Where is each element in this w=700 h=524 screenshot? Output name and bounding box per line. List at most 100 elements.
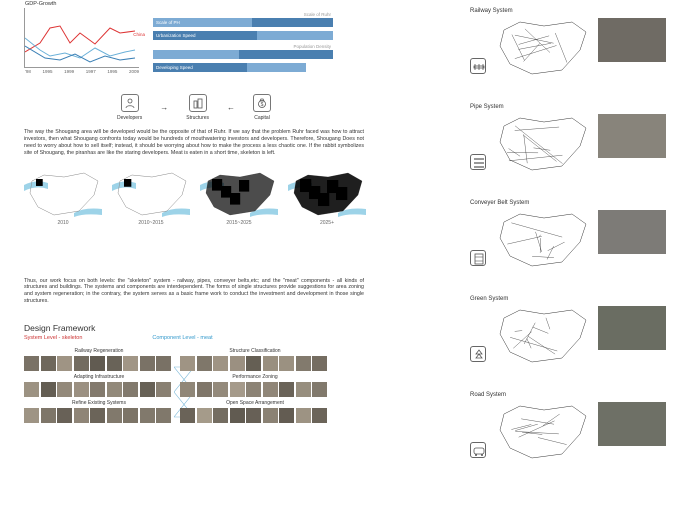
framework-right-col: Structure Classification Performance Zoni… xyxy=(180,345,330,425)
thumbnail xyxy=(41,356,56,371)
thumbnail xyxy=(213,382,228,397)
thumbnail xyxy=(90,356,105,371)
thumbnail xyxy=(57,382,72,397)
bar-row: Population DensityPopulation Density in … xyxy=(153,44,333,59)
bar-row: Scale of RuhrScale of PH xyxy=(153,12,333,27)
fw-group-label: Performance Zoning xyxy=(180,374,330,380)
thumbnail xyxy=(246,382,261,397)
framework-left-caption: System Level - skeleton xyxy=(24,335,82,341)
thumbnail xyxy=(57,356,72,371)
bar-row: Developing Speed of SGDeveloping Speed xyxy=(153,63,333,72)
thumbnail xyxy=(156,356,171,371)
green-icon xyxy=(470,346,486,362)
structures-item: Structures xyxy=(186,94,209,121)
system-map xyxy=(492,402,592,462)
framework-left-col: Railway Regeneration Adapting Infrastruct… xyxy=(24,345,174,425)
thumbnail xyxy=(107,408,122,423)
system-title: Railway System xyxy=(470,8,690,14)
developers-icon xyxy=(121,94,139,112)
system-block: Pipe System xyxy=(470,104,690,174)
thumbnail xyxy=(156,408,171,423)
structures-label: Structures xyxy=(186,115,209,121)
thumbnail xyxy=(213,356,228,371)
developers-item: Developers xyxy=(117,94,142,121)
system-title: Pipe System xyxy=(470,104,690,110)
thumbnail xyxy=(74,408,89,423)
right-column: Railway System Pipe System Conveyer Belt S… xyxy=(470,8,690,488)
thumbnail xyxy=(140,408,155,423)
thumbnail xyxy=(279,356,294,371)
thumbnail xyxy=(263,382,278,397)
thumbnail xyxy=(312,356,327,371)
thumbnail xyxy=(263,408,278,423)
thumbnail xyxy=(263,356,278,371)
timeline-map: 2010 xyxy=(24,171,102,226)
system-map xyxy=(492,306,592,366)
system-block: Conveyer Belt System xyxy=(470,200,690,270)
belt-icon xyxy=(470,250,486,266)
left-column: GDP-Growth China '9819951999199719952009… xyxy=(24,8,364,425)
capital-icon: $ xyxy=(253,94,271,112)
thumbnail xyxy=(312,382,327,397)
structures-icon xyxy=(189,94,207,112)
fw-group-label: Railway Regeneration xyxy=(24,348,174,354)
thumbnail xyxy=(246,356,261,371)
thumbnail xyxy=(180,356,195,371)
thumbnail xyxy=(74,356,89,371)
timeline-maps-row: 20102010~20152015~20252025+ xyxy=(24,171,364,226)
system-map xyxy=(492,18,592,78)
paragraph-1: The way the Shougang area will be develo… xyxy=(24,129,364,157)
thumbnail xyxy=(57,408,72,423)
system-block: Road System xyxy=(470,392,690,462)
bar-row: Urbanization Speed in ChinaUrbanization … xyxy=(153,31,333,40)
gdp-chart: GDP-Growth China '9819951999199719952009 xyxy=(24,8,139,68)
thumbnail xyxy=(90,382,105,397)
framework-subtitles: System Level - skeleton Component Level … xyxy=(24,335,364,341)
chart-bar-row: GDP-Growth China '9819951999199719952009… xyxy=(24,8,364,76)
thumbnail xyxy=(246,408,261,423)
timeline-map: 2010~2015 xyxy=(112,171,190,226)
system-title: Green System xyxy=(470,296,690,302)
arrow-left-icon: ← xyxy=(227,103,235,112)
thumbnail xyxy=(296,382,311,397)
thumbnail xyxy=(156,382,171,397)
framework-right-caption: Component Level - meat xyxy=(152,335,212,341)
capital-item: $ Capital xyxy=(253,94,271,121)
fw-group-label: Open Space Arrangement xyxy=(180,400,330,406)
system-title: Conveyer Belt System xyxy=(470,200,690,206)
thumbnail xyxy=(230,356,245,371)
gdp-xlabels: '9819951999199719952009 xyxy=(25,69,139,74)
system-block: Railway System xyxy=(470,8,690,78)
system-title: Road System xyxy=(470,392,690,398)
capital-label: Capital xyxy=(254,115,270,121)
paragraph-2: Thus, our work focus on both levels: the… xyxy=(24,278,364,306)
thumbnail xyxy=(180,408,195,423)
road-icon xyxy=(470,442,486,458)
pipe-icon xyxy=(470,154,486,170)
thumbnail xyxy=(107,382,122,397)
thumbnail xyxy=(123,382,138,397)
framework-body: Railway Regeneration Adapting Infrastruct… xyxy=(24,345,364,425)
framework-title: Design Framework xyxy=(24,323,364,333)
thumbnail xyxy=(230,382,245,397)
gdp-lines-svg xyxy=(25,8,140,68)
fw-group-label: Refine Existing Systems xyxy=(24,400,174,406)
thumbnail xyxy=(74,382,89,397)
comparison-bars: Scale of RuhrScale of PH Urbanization Spe… xyxy=(153,8,333,76)
thumbnail xyxy=(213,408,228,423)
system-photo xyxy=(598,306,666,350)
system-photo xyxy=(598,210,666,254)
thumbnail xyxy=(107,356,122,371)
thumbnail xyxy=(123,356,138,371)
thumbnail xyxy=(279,408,294,423)
svg-text:$: $ xyxy=(261,102,264,108)
thumbnail xyxy=(312,408,327,423)
rail-icon xyxy=(470,58,486,74)
thumbnail xyxy=(296,356,311,371)
fw-group-label: Adapting Infrastructure xyxy=(24,374,174,380)
thumbnail xyxy=(24,408,39,423)
thumb-row xyxy=(24,382,174,397)
timeline-map: 2015~2025 xyxy=(200,171,278,226)
fw-group-label: Structure Classification xyxy=(180,348,330,354)
thumbnail xyxy=(197,408,212,423)
